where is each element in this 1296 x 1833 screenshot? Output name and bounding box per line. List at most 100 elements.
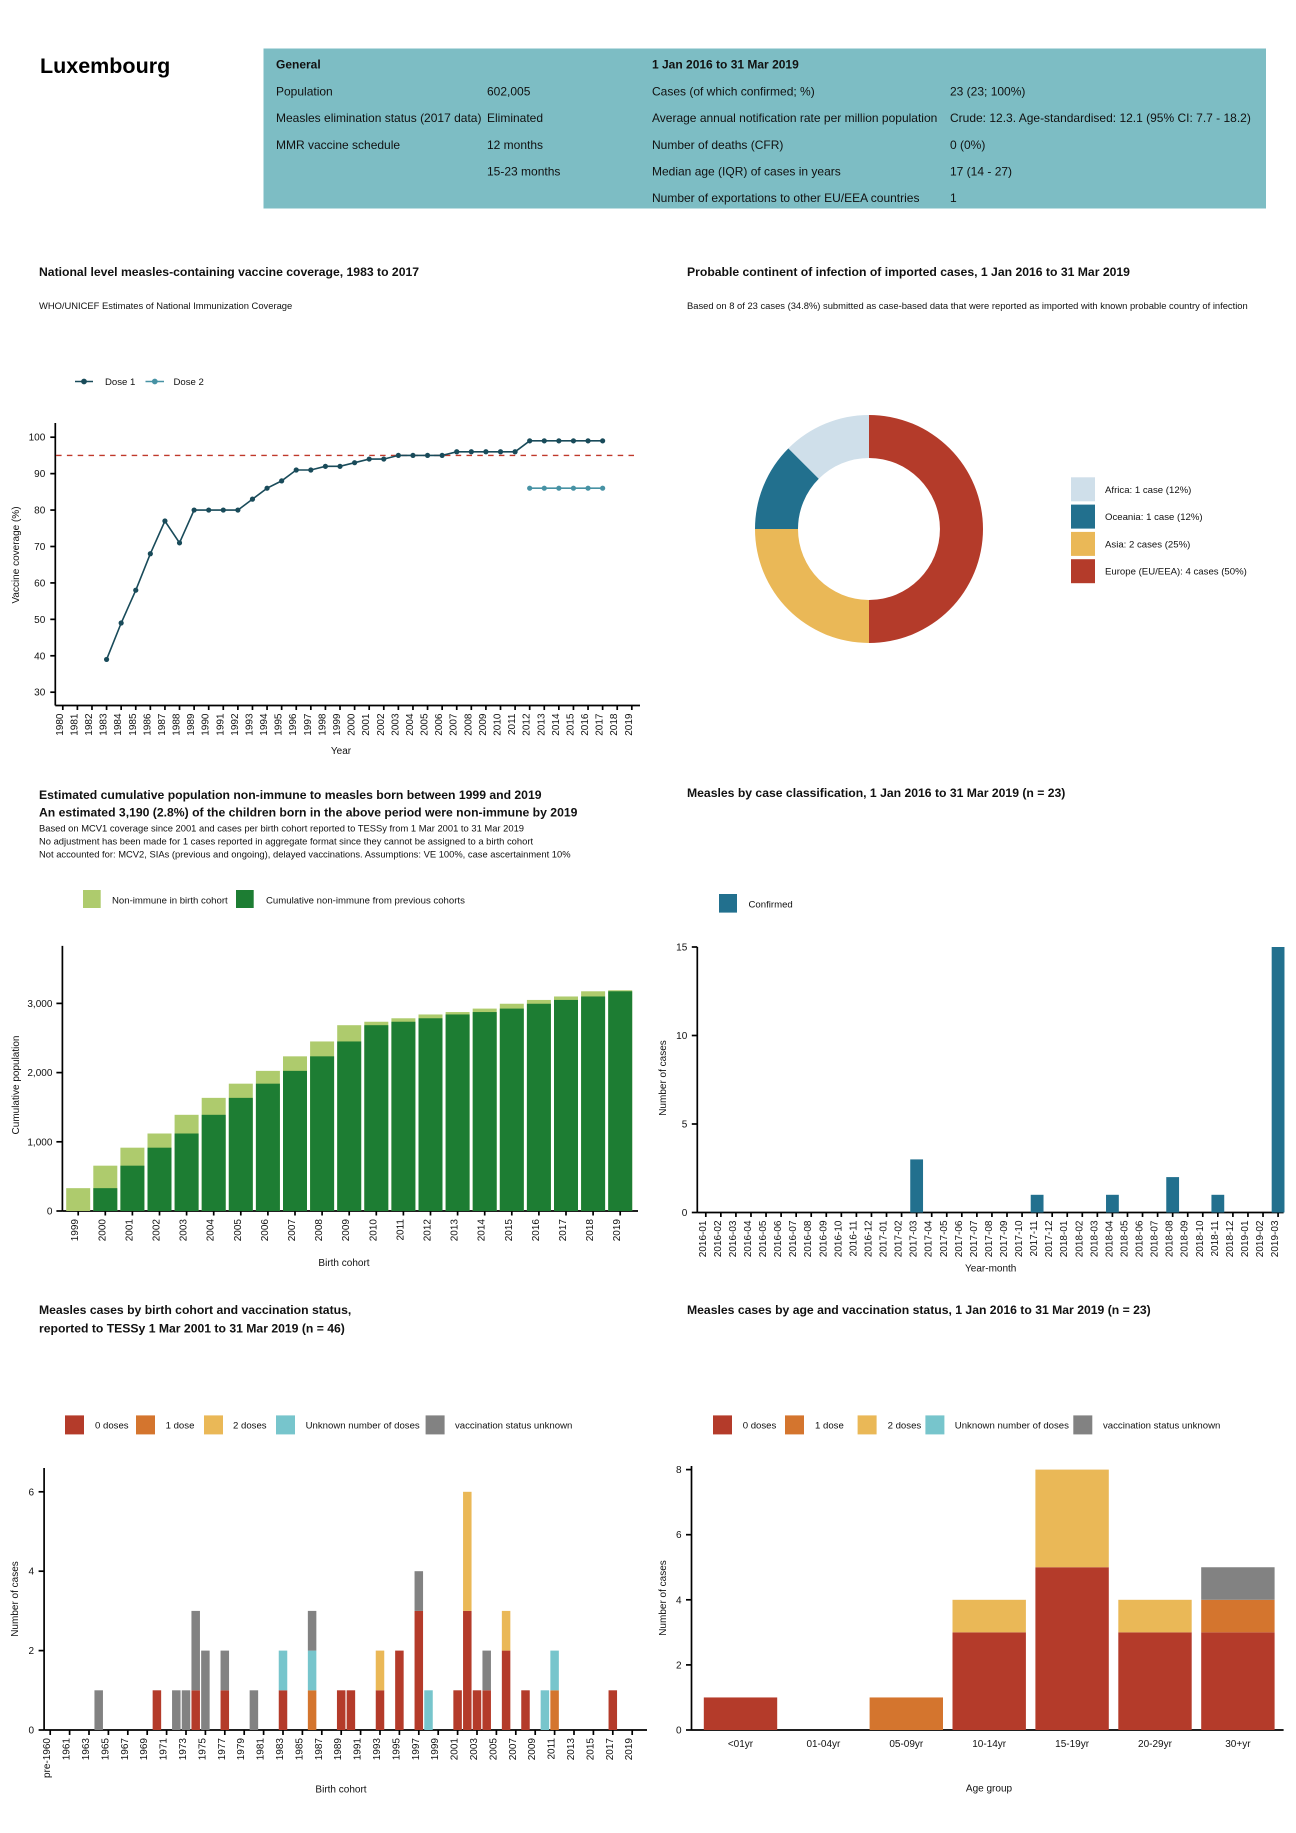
svg-text:Eliminated: Eliminated [487, 111, 543, 125]
svg-text:2006: 2006 [260, 1219, 271, 1242]
svg-text:2018-12: 2018-12 [1225, 1220, 1236, 1257]
svg-text:1984: 1984 [113, 713, 124, 736]
svg-text:17 (14 - 27): 17 (14 - 27) [950, 165, 1012, 179]
svg-text:Measles by case classification: Measles by case classification, 1 Jan 20… [687, 786, 1065, 800]
svg-text:2006: 2006 [434, 713, 445, 736]
svg-text:MMR vaccine schedule: MMR vaccine schedule [276, 138, 400, 152]
svg-text:Asia: 2 cases (25%): Asia: 2 cases (25%) [1105, 539, 1190, 550]
svg-text:Based on 8 of 23 cases (34.8%): Based on 8 of 23 cases (34.8%) submitted… [687, 300, 1248, 311]
svg-text:Crude: 12.3. Age-standardised:: Crude: 12.3. Age-standardised: 12.1 (95%… [950, 111, 1251, 125]
svg-text:Number of cases: Number of cases [658, 1040, 669, 1116]
svg-text:1999: 1999 [430, 1738, 441, 1761]
svg-text:2018-09: 2018-09 [1180, 1220, 1191, 1257]
svg-text:2007: 2007 [287, 1219, 298, 1242]
svg-text:2018-11: 2018-11 [1210, 1220, 1221, 1256]
svg-text:No adjustment has been made fo: No adjustment has been made for 1 cases … [39, 836, 533, 847]
svg-text:2013: 2013 [536, 713, 547, 736]
svg-text:2011: 2011 [507, 713, 518, 735]
svg-text:90: 90 [34, 469, 46, 480]
svg-text:1992: 1992 [230, 713, 241, 736]
svg-text:2018-04: 2018-04 [1104, 1220, 1115, 1257]
svg-text:WHO/UNICEF Estimates of Nation: WHO/UNICEF Estimates of National Immuniz… [39, 300, 292, 311]
svg-text:2018-08: 2018-08 [1165, 1220, 1176, 1257]
svg-text:2009: 2009 [341, 1219, 352, 1242]
svg-text:1999: 1999 [70, 1219, 81, 1242]
svg-text:2016-01: 2016-01 [698, 1220, 709, 1257]
svg-text:2017-10: 2017-10 [1014, 1220, 1025, 1257]
svg-text:2018-06: 2018-06 [1135, 1220, 1146, 1257]
svg-text:40: 40 [34, 651, 46, 662]
svg-text:1990: 1990 [201, 713, 212, 736]
svg-text:1965: 1965 [100, 1738, 111, 1761]
svg-text:6: 6 [29, 1487, 35, 1498]
svg-text:1979: 1979 [236, 1738, 247, 1761]
svg-text:Number of cases: Number of cases [658, 1560, 669, 1636]
svg-text:602,005: 602,005 [487, 85, 531, 99]
svg-text:1 dose: 1 dose [815, 1420, 844, 1431]
svg-text:10: 10 [676, 1031, 688, 1042]
svg-text:Unknown number of doses: Unknown number of doses [955, 1420, 1069, 1431]
svg-text:2003: 2003 [390, 713, 401, 736]
svg-text:2008: 2008 [463, 713, 474, 736]
svg-text:15-19yr: 15-19yr [1055, 1739, 1090, 1750]
svg-text:2019-01: 2019-01 [1240, 1220, 1251, 1257]
svg-text:2011: 2011 [395, 1219, 406, 1241]
svg-text:Measles elimination status (20: Measles elimination status (2017 data) [276, 111, 481, 125]
svg-text:2011: 2011 [547, 1738, 558, 1760]
svg-text:0 (0%): 0 (0%) [950, 138, 985, 152]
svg-text:2004: 2004 [206, 1219, 217, 1242]
svg-text:2016: 2016 [531, 1219, 542, 1242]
svg-text:2018: 2018 [609, 713, 620, 736]
svg-text:5: 5 [682, 1120, 688, 1131]
svg-text:1: 1 [950, 191, 957, 205]
svg-text:2017: 2017 [558, 1219, 569, 1242]
svg-text:2015: 2015 [565, 713, 576, 736]
svg-text:1989: 1989 [333, 1738, 344, 1761]
svg-text:2018-02: 2018-02 [1074, 1220, 1085, 1257]
svg-text:20-29yr: 20-29yr [1138, 1739, 1173, 1750]
svg-text:Unknown number of doses: Unknown number of doses [306, 1420, 420, 1431]
svg-text:2001: 2001 [124, 1219, 135, 1242]
svg-text:pre-1960: pre-1960 [42, 1738, 53, 1778]
svg-text:2019: 2019 [624, 1738, 635, 1761]
svg-text:1987: 1987 [314, 1738, 325, 1761]
svg-text:1993: 1993 [372, 1738, 383, 1761]
svg-text:1989: 1989 [186, 713, 197, 736]
svg-text:Oceania: 1 case (12%): Oceania: 1 case (12%) [1105, 512, 1203, 523]
svg-text:2007: 2007 [449, 713, 460, 736]
svg-text:2009: 2009 [478, 713, 489, 736]
svg-text:Population: Population [276, 85, 333, 99]
svg-text:2015: 2015 [504, 1219, 515, 1242]
svg-text:2003: 2003 [179, 1219, 190, 1242]
svg-text:Cumulative population: Cumulative population [11, 1036, 22, 1135]
svg-text:4: 4 [676, 1595, 682, 1606]
svg-text:2019: 2019 [612, 1219, 623, 1242]
svg-text:12 months: 12 months [487, 138, 543, 152]
svg-text:2000: 2000 [347, 713, 358, 736]
svg-text:2017-02: 2017-02 [894, 1220, 905, 1257]
svg-text:23 (23; 100%): 23 (23; 100%) [950, 85, 1025, 99]
svg-text:6: 6 [676, 1530, 682, 1541]
svg-text:1975: 1975 [197, 1738, 208, 1761]
svg-text:05-09yr: 05-09yr [889, 1739, 924, 1750]
svg-text:Age group: Age group [966, 1784, 1013, 1795]
svg-text:1991: 1991 [353, 1738, 364, 1761]
svg-text:2016-06: 2016-06 [773, 1220, 784, 1257]
svg-text:4: 4 [29, 1567, 35, 1578]
svg-text:0: 0 [47, 1207, 53, 1218]
svg-text:2000: 2000 [97, 1219, 108, 1242]
svg-text:2005: 2005 [233, 1219, 244, 1242]
svg-text:Confirmed: Confirmed [749, 900, 793, 911]
svg-text:30+yr: 30+yr [1225, 1739, 1251, 1750]
svg-text:Estimated cumulative populatio: Estimated cumulative population non-immu… [39, 788, 542, 802]
svg-text:50: 50 [34, 615, 46, 626]
svg-text:2016-05: 2016-05 [758, 1220, 769, 1257]
svg-text:2015: 2015 [585, 1738, 596, 1761]
svg-text:1963: 1963 [81, 1738, 92, 1761]
svg-text:2016-03: 2016-03 [728, 1220, 739, 1257]
svg-text:1969: 1969 [139, 1738, 150, 1761]
svg-text:1985: 1985 [294, 1738, 305, 1761]
svg-text:2014: 2014 [551, 713, 562, 736]
svg-text:Dose 1: Dose 1 [105, 377, 135, 388]
svg-text:0: 0 [682, 1208, 688, 1219]
